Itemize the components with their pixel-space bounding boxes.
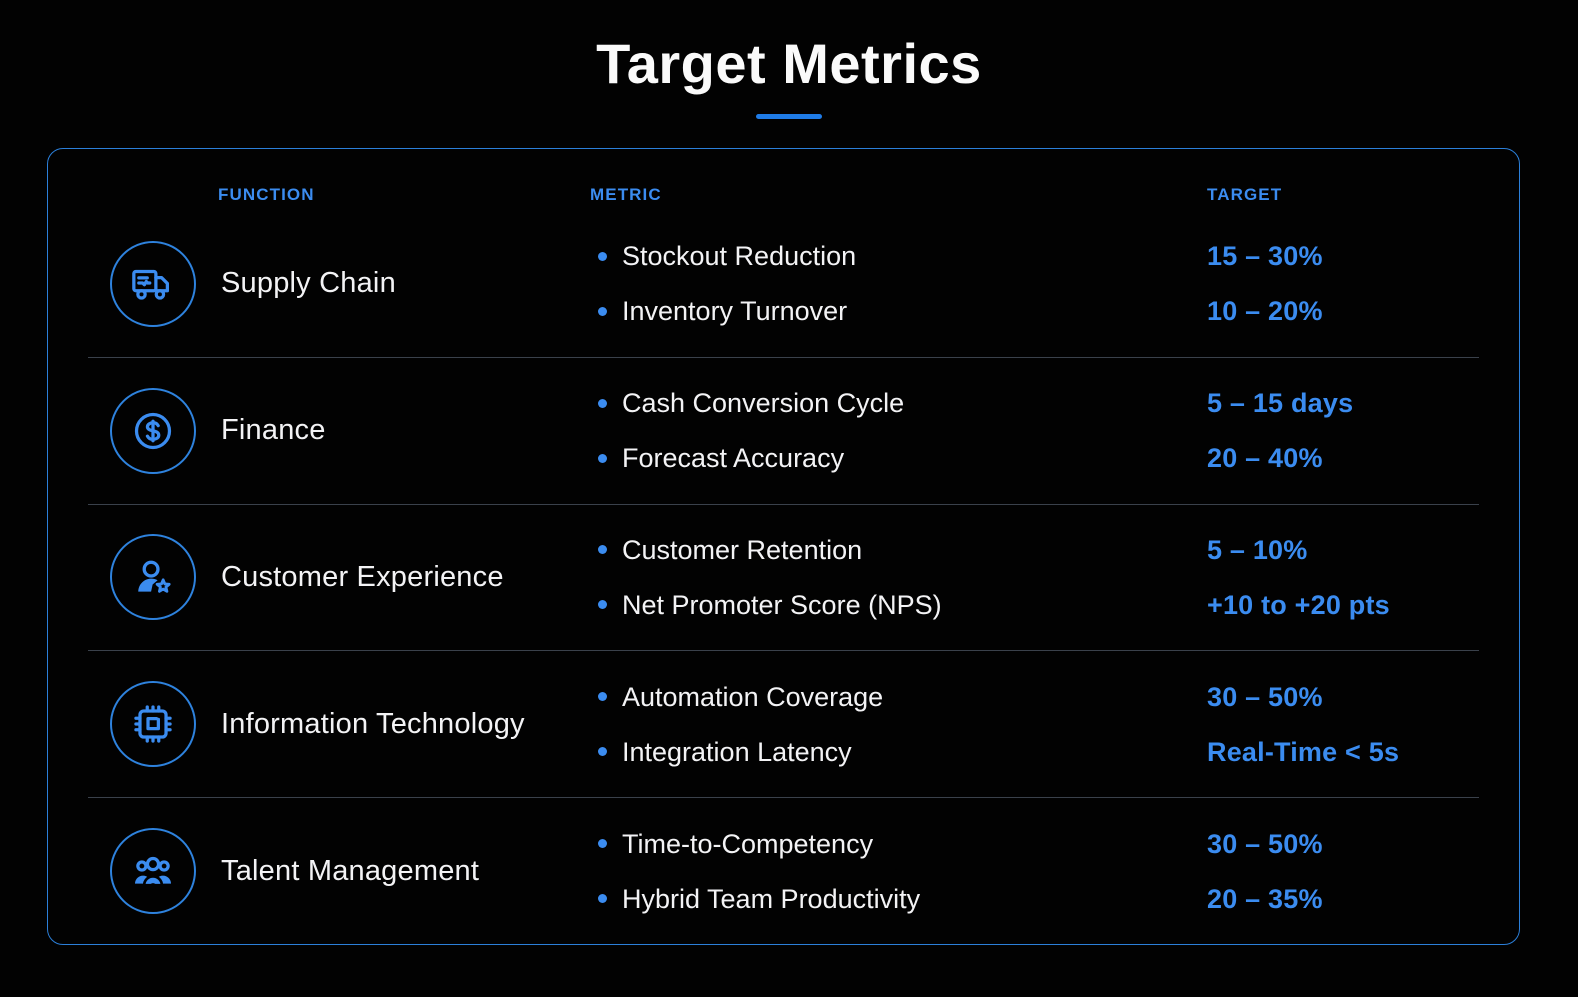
table-row: Supply Chain Stockout Reduction Inventor… bbox=[48, 211, 1519, 357]
function-label: Finance bbox=[221, 414, 326, 447]
metric-item: Stockout Reduction bbox=[590, 237, 1207, 275]
function-label: Information Technology bbox=[221, 707, 525, 740]
table-row: Talent Management Time-to-Competency Hyb… bbox=[48, 798, 1519, 944]
row-divider bbox=[88, 356, 1479, 358]
column-header-function: FUNCTION bbox=[218, 185, 315, 204]
target-cell: 5 – 10% +10 to +20 pts bbox=[1207, 531, 1519, 624]
metric-item: Cash Conversion Cycle bbox=[590, 384, 1207, 422]
column-header-target: TARGET bbox=[1207, 185, 1283, 204]
user-star-icon bbox=[110, 534, 196, 621]
table-header-row: FUNCTION METRIC TARGET bbox=[48, 149, 1519, 211]
users-group-icon bbox=[110, 828, 196, 915]
target-cell: 30 – 50% Real-Time < 5s bbox=[1207, 678, 1519, 771]
function-label: Customer Experience bbox=[221, 560, 504, 593]
bullet-icon bbox=[598, 398, 607, 408]
bullet-icon bbox=[598, 747, 607, 757]
metric-item: Inventory Turnover bbox=[590, 292, 1207, 330]
title-underline bbox=[756, 114, 822, 120]
metric-item: Time-to-Competency bbox=[590, 825, 1207, 863]
function-cell: Information Technology bbox=[48, 681, 590, 768]
target-value: 10 – 20% bbox=[1207, 296, 1323, 327]
bullet-icon bbox=[598, 839, 607, 849]
target-cell: 5 – 15 days 20 – 40% bbox=[1207, 384, 1519, 477]
title-block: Target Metrics bbox=[0, 0, 1578, 120]
row-divider bbox=[88, 650, 1479, 652]
target-value: 5 – 15 days bbox=[1207, 388, 1354, 419]
bullet-icon bbox=[598, 251, 607, 261]
function-cell: Supply Chain bbox=[48, 240, 590, 327]
metric-cell: Stockout Reduction Inventory Turnover bbox=[590, 237, 1207, 330]
bullet-icon bbox=[598, 306, 607, 316]
table-row: Information Technology Automation Covera… bbox=[48, 651, 1519, 797]
page-title: Target Metrics bbox=[596, 32, 982, 95]
metric-cell: Time-to-Competency Hybrid Team Productiv… bbox=[590, 825, 1207, 918]
target-value: 20 – 35% bbox=[1207, 883, 1323, 914]
metric-item: Net Promoter Score (NPS) bbox=[590, 586, 1207, 624]
cpu-chip-icon bbox=[110, 681, 196, 768]
target-value: 15 – 30% bbox=[1207, 241, 1323, 272]
column-header-metric: METRIC bbox=[590, 185, 662, 204]
target-value: 20 – 40% bbox=[1207, 443, 1323, 474]
target-value: Real-Time < 5s bbox=[1207, 736, 1400, 767]
function-label: Talent Management bbox=[221, 854, 480, 887]
table-row: Finance Cash Conversion Cycle Forecast A… bbox=[48, 358, 1519, 504]
bullet-icon bbox=[598, 894, 607, 904]
metric-item: Hybrid Team Productivity bbox=[590, 880, 1207, 918]
metric-label: Inventory Turnover bbox=[622, 296, 848, 327]
target-value: 30 – 50% bbox=[1207, 681, 1323, 712]
bullet-icon bbox=[598, 453, 607, 463]
metric-item: Forecast Accuracy bbox=[590, 439, 1207, 477]
function-cell: Customer Experience bbox=[48, 534, 590, 621]
metric-label: Hybrid Team Productivity bbox=[622, 883, 921, 914]
target-cell: 15 – 30% 10 – 20% bbox=[1207, 237, 1519, 330]
target-value: +10 to +20 pts bbox=[1207, 589, 1390, 620]
bullet-icon bbox=[598, 545, 607, 555]
metric-cell: Customer Retention Net Promoter Score (N… bbox=[590, 531, 1207, 624]
target-value: 5 – 10% bbox=[1207, 534, 1308, 565]
row-divider bbox=[88, 503, 1479, 505]
function-cell: Finance bbox=[48, 387, 590, 474]
target-value: 30 – 50% bbox=[1207, 828, 1323, 859]
metric-label: Forecast Accuracy bbox=[622, 443, 845, 474]
metric-item: Customer Retention bbox=[590, 531, 1207, 569]
truck-icon bbox=[110, 240, 196, 327]
target-cell: 30 – 50% 20 – 35% bbox=[1207, 825, 1519, 918]
metric-label: Net Promoter Score (NPS) bbox=[622, 589, 942, 620]
metric-cell: Automation Coverage Integration Latency bbox=[590, 678, 1207, 771]
metric-item: Automation Coverage bbox=[590, 678, 1207, 716]
metric-label: Time-to-Competency bbox=[622, 828, 874, 859]
metric-label: Cash Conversion Cycle bbox=[622, 388, 905, 419]
function-cell: Talent Management bbox=[48, 828, 590, 915]
function-label: Supply Chain bbox=[221, 267, 396, 300]
table-row: Customer Experience Customer Retention N… bbox=[48, 505, 1519, 651]
dollar-circle-icon bbox=[110, 387, 196, 474]
metric-item: Integration Latency bbox=[590, 733, 1207, 771]
bullet-icon bbox=[598, 600, 607, 610]
metrics-table: FUNCTION METRIC TARGET Supply Chain bbox=[47, 148, 1520, 945]
metric-label: Stockout Reduction bbox=[622, 241, 857, 272]
metric-label: Customer Retention bbox=[622, 534, 863, 565]
bullet-icon bbox=[598, 692, 607, 702]
metric-label: Integration Latency bbox=[622, 736, 852, 767]
row-divider bbox=[88, 797, 1479, 799]
metric-label: Automation Coverage bbox=[622, 681, 884, 712]
metric-cell: Cash Conversion Cycle Forecast Accuracy bbox=[590, 384, 1207, 477]
